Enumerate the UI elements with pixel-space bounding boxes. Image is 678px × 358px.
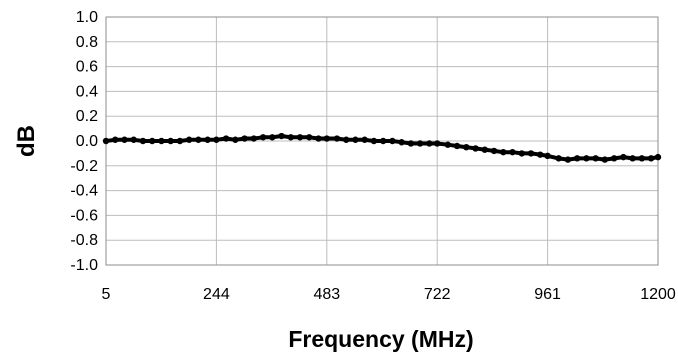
y-tick-label: -0.4 [70,183,98,200]
data-point [158,137,165,145]
y-tick-labels: 1.0 0.8 0.6 0.4 0.2 0.0 -0.2 -0.4 -0.6 -0.8 -1.0 [70,9,98,274]
data-point [647,155,655,162]
data-point [102,137,110,145]
y-tick-label: 0.4 [76,83,98,100]
data-point [389,137,396,145]
data-point [343,136,350,143]
data-point [315,135,322,142]
data-point [592,155,599,162]
data-point [130,136,137,143]
data-point [544,152,551,160]
data-point [463,144,470,151]
y-axis-title: dB [13,125,40,157]
y-tick-label: 0.0 [76,133,98,150]
data-point [527,150,535,157]
y-tick-label: -0.6 [70,207,98,224]
data-point [296,134,304,141]
y-tick-label: -0.2 [70,158,98,175]
data-point [509,148,516,156]
x-tick-label: 961 [534,286,561,303]
data-point [537,151,544,158]
data-point [654,153,662,161]
data-point [426,140,433,147]
data-point [490,147,498,155]
data-point [259,134,267,141]
data-point [407,140,415,147]
y-tick-label: 1.0 [76,9,98,26]
data-point [398,139,405,146]
data-point [121,136,128,143]
data-point [213,136,220,143]
data-point [555,155,562,162]
data-point [370,137,378,145]
y-tick-label: 0.6 [76,59,98,76]
data-point [601,156,609,163]
x-tick-label: 1200 [640,286,676,303]
x-tick-label: 722 [424,286,451,303]
data-point [204,136,211,143]
data-point [139,137,147,145]
data-point [287,134,294,141]
data-point [222,135,230,142]
data-point [638,155,646,162]
data-point [472,145,479,152]
data-point [269,134,276,141]
data-point [148,137,156,145]
data-point [185,136,193,143]
y-tick-label: -0.8 [70,232,98,249]
data-point [629,155,636,162]
data-point [453,142,461,150]
x-tick-labels: 5 244 483 722 961 1200 [102,286,676,303]
x-axis-title: Frequency (MHz) [288,326,473,352]
y-tick-label: 0.2 [76,108,98,125]
data-point [250,135,258,142]
data-point [361,136,368,143]
data-point [434,140,441,147]
data-point [278,132,285,140]
y-tick-label: -1.0 [70,257,98,274]
data-point [444,141,452,148]
y-tick-label: 0.8 [76,34,98,51]
x-tick-label: 244 [203,286,230,303]
data-point [333,135,341,142]
data-point [481,146,488,153]
data-point [195,136,202,143]
data-point [620,153,627,161]
data-point [379,137,387,145]
data-point [564,156,572,163]
x-tick-label: 5 [102,286,111,303]
data-point [241,135,248,142]
x-tick-label: 483 [313,286,340,303]
data-point [610,155,618,162]
data-point [573,155,581,162]
data-point [500,148,507,156]
data-point [518,150,525,157]
data-point [352,136,359,143]
series-layer [102,132,662,163]
data-point [112,136,119,143]
data-point [323,135,330,142]
data-point [232,136,239,143]
data-point [167,137,174,145]
data-point [306,134,313,141]
data-point [416,140,424,147]
data-point [583,155,590,162]
data-point [176,137,184,145]
